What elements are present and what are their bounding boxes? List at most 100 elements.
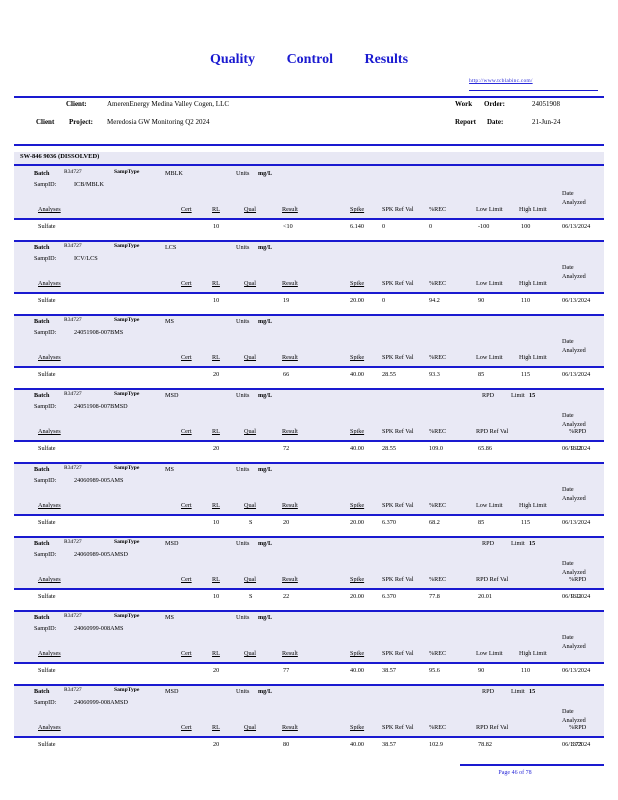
data-cell-analyte: Sulfate [38,445,56,452]
header-top-rule [14,96,604,98]
col-header-cert: Cert [181,576,192,583]
col-header-rl: RL [212,576,220,583]
rpd-limit-label-a: RPD [482,540,495,547]
rpd-limit-value: 15 [529,392,536,399]
qc-block: Batch R34727 SampType MBLK Units mg/L SampID: I… [14,166,604,234]
col-header-spike: Spike [350,502,365,509]
data-cell-rpd: 3.73 [571,741,582,748]
data-cell-rec: 77.8 [429,593,440,600]
col-header-spk-ref-val: SPK Ref Val [382,428,414,435]
units-value: mg/L [258,392,273,399]
batch-value: R34727 [64,465,82,471]
qc-block-band [14,166,604,218]
units-label: Units [236,540,250,547]
col-header-rpd: %RPD [569,428,587,435]
data-cell-result: 77 [283,667,290,674]
col-header-result: Result [282,206,298,213]
page-number: Page 46 of 78 [498,770,532,776]
col-header-cert: Cert [181,428,192,435]
data-cell-analyte: Sulfate [38,371,56,378]
batch-label: Batch [34,688,50,695]
rpd-limit-label-a: RPD [482,392,495,399]
batch-label: Batch [34,392,50,399]
col-header-analyses: Analyses [38,206,61,213]
col-header-spike: Spike [350,428,365,435]
batch-label: Batch [34,318,50,325]
col-header-date-b: Analyzed [562,495,586,502]
col-header-qual: Qual [244,206,257,213]
data-cell-spk-ref-val: 28.55 [382,371,396,378]
col-header-spike: Spike [350,650,365,657]
qc-column-header-rule [14,514,604,516]
qc-column-header-rule [14,588,604,590]
data-cell-spk-ref-val: 0 [382,223,386,230]
data-cell-rec: 0 [429,223,433,230]
units-label: Units [236,688,250,695]
col-header-rec: %REC [429,650,447,657]
samptype-value: MSD [165,540,179,547]
rpd-limit-label-b: Limit [511,540,525,547]
data-cell-date-analyzed: 06/13/2024 [562,297,591,304]
col-header-result: Result [282,724,298,731]
col-header-low-limit: Low Limit [476,206,503,213]
data-cell-spike: 40.00 [350,371,364,378]
data-cell-rec: 109.0 [429,445,443,452]
col-header-date-a: Date [562,634,574,641]
col-header-rec: %REC [429,724,447,731]
data-cell-spike: 20.00 [350,297,364,304]
samptype-value: MS [165,614,174,621]
col-header-result: Result [282,650,298,657]
units-value: mg/L [258,540,273,547]
report-date-value: 21-Jun-24 [532,118,561,126]
col-header-spk-ref-val: SPK Ref Val [382,724,414,731]
units-label: Units [236,614,250,621]
header-row-project: Client Project: Meredosia GW Monitoring … [14,118,604,136]
col-header-date-a: Date [562,338,574,345]
col-header-date-a: Date [562,412,574,419]
data-cell-result: <10 [283,223,293,230]
qc-column-header-rule [14,662,604,664]
sampid-label: SampID: [34,181,57,188]
data-cell-rec: 93.3 [429,371,440,378]
rpd-limit-value: 15 [529,688,536,695]
data-cell-low-limit: 90 [478,297,485,304]
col-header-rpd-ref-val: RPD Ref Val [476,428,509,435]
col-header-analyses: Analyses [38,576,61,583]
title-word-results: Results [364,52,409,67]
report-date-label-b: Date: [487,118,504,126]
col-header-rec: %REC [429,354,447,361]
batch-value: R34727 [64,169,82,175]
url-underline-rule [469,90,598,91]
samptype-value: LCS [165,244,177,251]
units-value: mg/L [258,614,273,621]
samptype-label: SampType [114,465,140,471]
data-cell-date-analyzed: 06/13/2024 [562,371,591,378]
data-cell-rec: 102.9 [429,741,443,748]
rpd-limit-label-b: Limit [511,688,525,695]
lab-website-link[interactable]: http://www.tcblabinc.com/ [469,78,533,84]
col-header-rl: RL [212,502,220,509]
col-header-date-a: Date [562,486,574,493]
data-cell-rec: 95.6 [429,667,440,674]
rpd-limit-label-a: RPD [482,688,495,695]
col-header-spike: Spike [350,206,365,213]
col-header-analyses: Analyses [38,724,61,731]
batch-label: Batch [34,614,50,621]
data-cell-rpd-ref-val: 78.82 [478,741,492,748]
col-header-analyses: Analyses [38,650,61,657]
samptype-value: MSD [165,392,179,399]
col-header-rl: RL [212,206,220,213]
batch-value: R34727 [64,391,82,397]
qc-block-top-rule [14,314,604,316]
col-header-date-a: Date [562,708,574,715]
col-header-high-limit: High Limit [519,206,547,213]
col-header-spike: Spike [350,576,365,583]
col-header-date-b: Analyzed [562,717,586,724]
col-header-high-limit: High Limit [519,354,547,361]
data-cell-high-limit: 110 [521,297,531,304]
data-cell-spk-ref-val: 38.57 [382,741,396,748]
units-value: mg/L [258,170,273,177]
col-header-result: Result [282,428,298,435]
col-header-rpd-ref-val: RPD Ref Val [476,576,509,583]
qc-block-band [14,610,604,662]
